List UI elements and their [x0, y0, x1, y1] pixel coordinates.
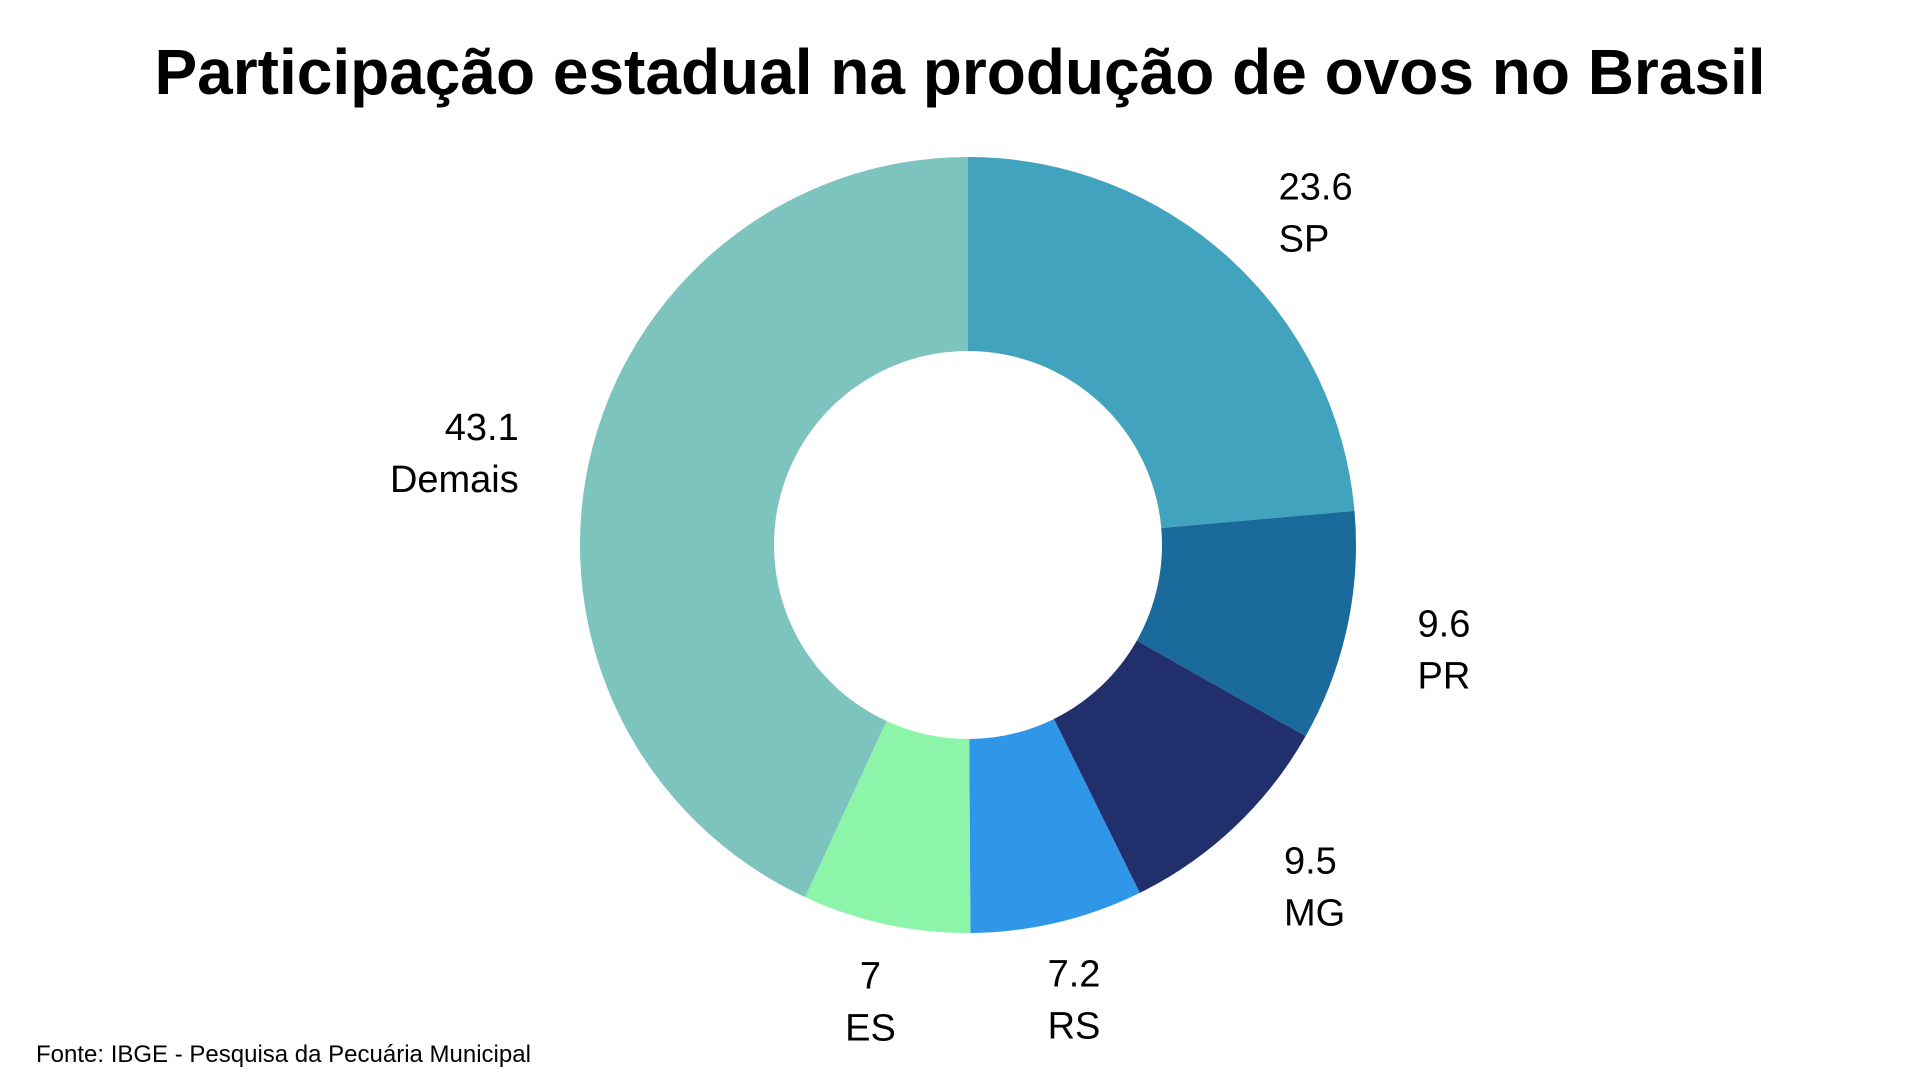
labels-group: 23.6 SP 9.6 PR 9.5 MG 7.2 RS 7 ES 43.1 Demais [390, 167, 1470, 1050]
slice-mg [1053, 640, 1306, 893]
slice-value-mg: 9.5 [1284, 840, 1337, 882]
source-note: Fonte: IBGE - Pesquisa da Pecuária Munic… [36, 1041, 531, 1068]
slice-label-demais: Demais [390, 459, 519, 501]
slice-label-es: ES [845, 1008, 896, 1050]
slices-group [579, 157, 1356, 934]
slice-es [805, 721, 971, 934]
slice-value-demais: 43.1 [445, 407, 519, 449]
slice-value-pr: 9.6 [1418, 604, 1471, 646]
slice-label-sp: SP [1279, 219, 1330, 261]
slice-sp [968, 157, 1355, 528]
slice-demais [579, 157, 968, 898]
slice-pr [1136, 510, 1356, 737]
chart-title: Participação estadual na produção de ovo… [154, 36, 1766, 108]
slice-value-es: 7 [860, 956, 881, 998]
slice-value-rs: 7.2 [1048, 954, 1101, 996]
slice-label-rs: RS [1048, 1006, 1101, 1048]
slice-label-mg: MG [1284, 892, 1345, 934]
slice-rs [969, 718, 1140, 933]
slice-value-sp: 23.6 [1279, 167, 1353, 209]
slice-label-pr: PR [1418, 656, 1471, 698]
